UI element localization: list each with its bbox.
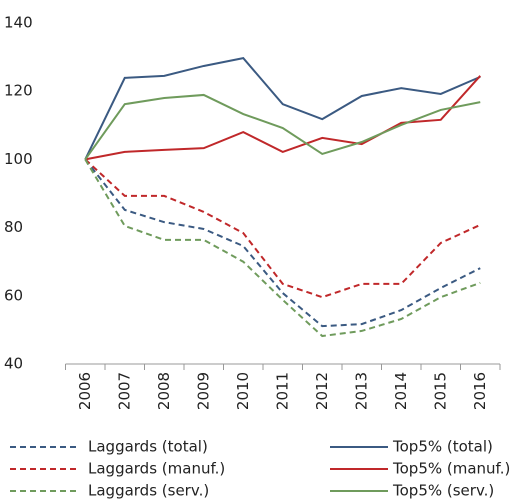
x-tick-label: 2009 [194,372,212,410]
x-tick-label: 2007 [115,372,133,410]
series-line [84,57,481,160]
x-tick-label: 2014 [392,372,410,410]
series-line [84,93,481,160]
legend-label: Laggards (total) [88,438,208,456]
y-tick-label: 140 [4,14,33,32]
x-tick-label: 2012 [313,372,331,410]
y-tick-label: 40 [4,355,23,373]
series-line [84,158,481,338]
legend-label: Laggards (serv.) [88,482,209,500]
y-tick-label: 80 [4,218,23,236]
y-tick-label: 60 [4,286,23,304]
x-tick-label: 2013 [352,372,370,410]
x-tick-label: 2010 [234,372,252,410]
legend-label: Top5% (total) [392,438,493,456]
x-tick-label: 2016 [471,372,489,410]
series-line [84,158,481,299]
y-tick-label: 120 [4,82,33,100]
x-tick-label: 2008 [155,372,173,410]
y-tick-label: 100 [4,150,33,168]
legend-label: Top5% (manuf.) [392,460,510,478]
series-line [84,158,481,328]
x-tick-label: 2006 [76,372,94,410]
legend-label: Top5% (serv.) [392,482,494,500]
x-tick-label: 2015 [431,372,449,410]
legend-label: Laggards (manuf.) [88,460,225,478]
x-tick-label: 2011 [273,372,291,410]
series-line [85,75,481,161]
